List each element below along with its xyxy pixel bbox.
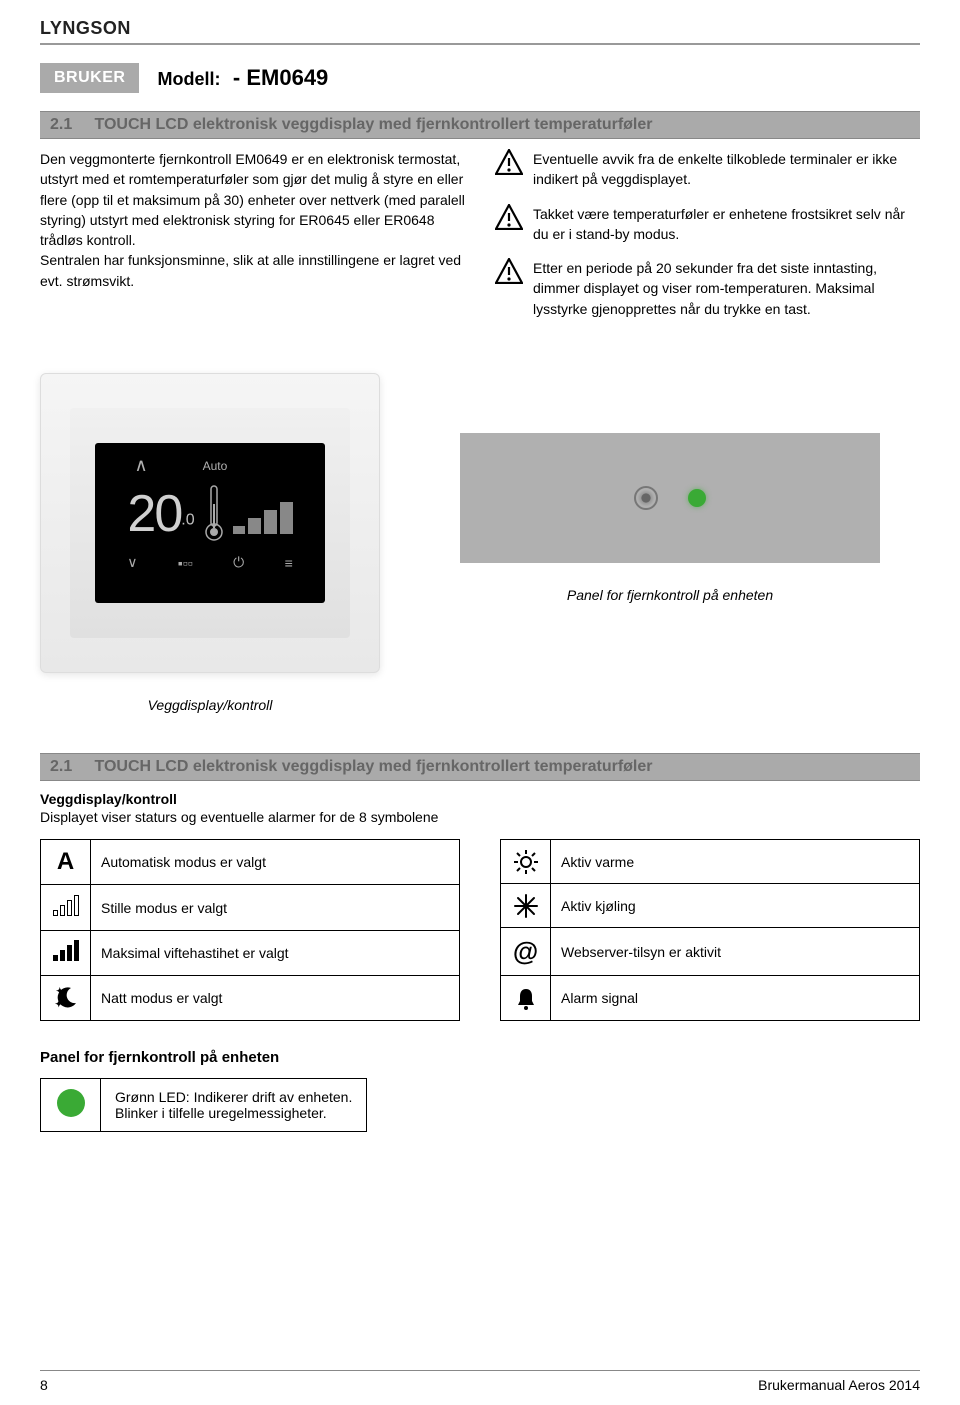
warning-text-2: Takket være temperaturføler er enhetene …: [533, 204, 920, 245]
brand-logo: LYNGSON: [40, 18, 920, 45]
bars-solid-icon: [41, 930, 91, 975]
right-column-warnings: Eventuelle avvik fra de enkelte tilkoble…: [495, 149, 920, 333]
warning-row-2: Takket være temperaturføler er enhetene …: [495, 204, 920, 245]
warning-icon: [495, 204, 523, 230]
remote-panel-caption: Panel for fjernkontroll på enheten: [567, 587, 773, 603]
symbol-label: Maksimal viftehastihet er valgt: [91, 930, 460, 975]
page-footer: 8 Brukermanual Aeros 2014: [40, 1370, 920, 1393]
bell-icon: [501, 976, 551, 1020]
section-bar-1: 2.1 TOUCH LCD elektronisk veggdisplay me…: [40, 111, 920, 139]
signal-small-icon: ▪▫▫: [178, 555, 193, 571]
bruker-badge: BRUKER: [40, 63, 139, 93]
table-row: Aktiv varme: [501, 840, 920, 884]
warning-text-3: Etter en periode på 20 sekunder fra det …: [533, 258, 920, 319]
footer-doc-title: Brukermanual Aeros 2014: [758, 1377, 920, 1393]
warning-icon: [495, 258, 523, 284]
section-num-2: 2.1: [50, 758, 90, 776]
table-row: Alarm signal: [501, 976, 920, 1020]
modell-block: Modell: - EM0649: [157, 65, 328, 91]
modell-value: - EM0649: [233, 65, 328, 90]
panel-section-heading: Panel for fjernkontroll på enheten: [40, 1049, 920, 1066]
section-bar-2: 2.1 TOUCH LCD elektronisk veggdisplay me…: [40, 753, 920, 781]
table-row: Aktiv kjøling: [501, 884, 920, 928]
page-number: 8: [40, 1377, 48, 1393]
table-row: @ Webserver-tilsyn er aktivit: [501, 928, 920, 976]
led-description: Grønn LED: Indikerer drift av enheten. B…: [101, 1078, 367, 1131]
section-title-1: TOUCH LCD elektronisk veggdisplay med fj…: [94, 116, 652, 133]
thermostat-caption: Veggdisplay/kontroll: [40, 697, 380, 713]
symbol-label: Alarm signal: [551, 976, 920, 1020]
symbol-label: Aktiv varme: [551, 840, 920, 884]
section-num-1: 2.1: [50, 116, 90, 134]
signal-bars-icon: [233, 494, 293, 534]
at-icon: @: [501, 928, 551, 976]
svg-text:✦: ✦: [56, 986, 64, 996]
table-row: Grønn LED: Indikerer drift av enheten. B…: [41, 1078, 367, 1131]
lcd-temp-decimal: .0: [181, 512, 194, 529]
up-arrow-icon: ∧: [134, 455, 147, 476]
sun-icon: [501, 840, 551, 884]
table-row: A Automatisk modus er valgt: [41, 840, 460, 885]
remote-panel-image: Panel for fjernkontroll på enheten: [420, 373, 920, 603]
svg-text:✦: ✦: [55, 999, 63, 1009]
green-led-icon: [41, 1078, 101, 1131]
header-row: BRUKER Modell: - EM0649: [40, 63, 920, 93]
modell-label: Modell:: [157, 69, 220, 89]
table-row: ✦✦ Natt modus er valgt: [41, 976, 460, 1021]
subdesc: Displayet viser staturs og eventuelle al…: [40, 809, 920, 825]
warning-row-1: Eventuelle avvik fra de enkelte tilkoble…: [495, 149, 920, 190]
lcd-temperature: 20: [127, 485, 181, 543]
panel-led-icon: [688, 489, 706, 507]
auto-letter-icon: A: [41, 840, 91, 885]
snowflake-icon: [501, 884, 551, 928]
table-row: Maksimal viftehastihet er valgt: [41, 930, 460, 975]
warning-row-3: Etter en periode på 20 sekunder fra det …: [495, 258, 920, 319]
power-icon: ⏻: [233, 554, 244, 571]
menu-icon: ≡: [285, 555, 293, 571]
warning-icon: [495, 149, 523, 175]
symbol-label: Stille modus er valgt: [91, 885, 460, 930]
thermostat-image: ∧ Auto . 20.0: [40, 373, 380, 713]
table-row: Stille modus er valgt: [41, 885, 460, 930]
led-table: Grønn LED: Indikerer drift av enheten. B…: [40, 1078, 367, 1132]
symbol-label: Webserver-tilsyn er aktivit: [551, 928, 920, 976]
warning-text-1: Eventuelle avvik fra de enkelte tilkoble…: [533, 149, 920, 190]
bars-outline-icon: [41, 885, 91, 930]
symbols-table-right: Aktiv varme Aktiv kjøling @ Webserver-ti…: [500, 839, 920, 1021]
section-title-2: TOUCH LCD elektronisk veggdisplay med fj…: [94, 758, 652, 775]
subheading: Veggdisplay/kontroll: [40, 791, 920, 807]
auto-label: Auto: [203, 459, 228, 473]
symbol-label: Natt modus er valgt: [91, 976, 460, 1021]
symbols-table-left: A Automatisk modus er valgt Stille modus…: [40, 839, 460, 1021]
moon-icon: ✦✦: [41, 976, 91, 1021]
left-column-text: Den veggmonterte fjernkontroll EM0649 er…: [40, 149, 465, 333]
lcd-screen: ∧ Auto . 20.0: [95, 443, 325, 603]
symbol-label: Automatisk modus er valgt: [91, 840, 460, 885]
panel-button-icon: [634, 486, 658, 510]
down-arrow-icon: ∨: [127, 554, 137, 571]
thermometer-icon: [205, 484, 223, 544]
symbol-label: Aktiv kjøling: [551, 884, 920, 928]
